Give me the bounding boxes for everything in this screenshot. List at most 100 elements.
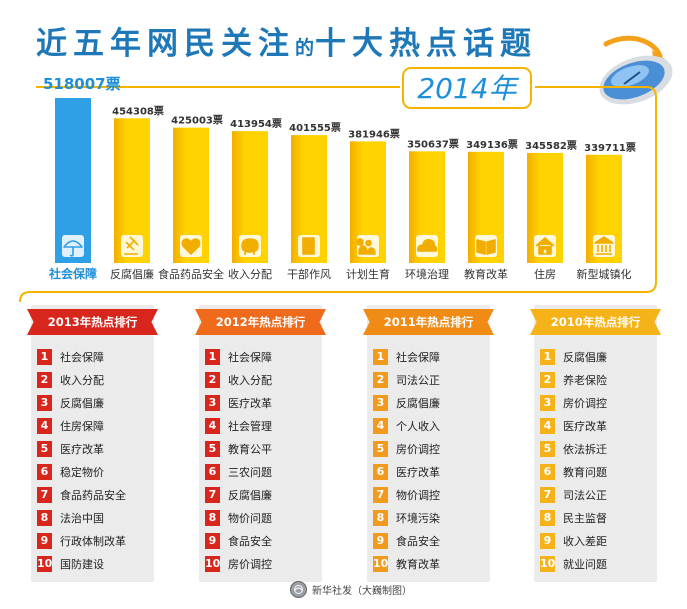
category-label: 收入分配 <box>228 267 272 281</box>
value-label: 339711票 <box>584 142 636 154</box>
list-item: 2 司法公正 <box>373 368 487 391</box>
rank-topic: 个人收入 <box>396 419 440 433</box>
rank-topic: 物价调控 <box>396 488 440 502</box>
list-item: 8 民主监督 <box>540 506 654 529</box>
value-label: 413954票 <box>230 118 282 130</box>
value-label: 425003票 <box>171 115 223 127</box>
rank-number-badge: 9 <box>540 532 555 549</box>
list-item: 4 社会管理 <box>205 414 319 437</box>
category-label: 社会保障 <box>48 266 97 281</box>
heart-medicine-icon <box>181 238 201 255</box>
rank-topic: 司法公正 <box>396 373 440 387</box>
list-item: 9 收入差距 <box>540 529 654 552</box>
family-icon <box>356 238 376 255</box>
rank-topic: 环境污染 <box>396 511 440 525</box>
rank-number-badge: 7 <box>205 486 220 503</box>
rank-number-badge: 6 <box>373 463 388 480</box>
list-item: 8 法治中国 <box>37 506 151 529</box>
list-item: 7 反腐倡廉 <box>205 483 319 506</box>
ranking-panel-3: 2010年热点排行 1 反腐倡廉 2 养老保险 3 房价调控 4 医疗改革 5 依法拆迁 6 教育问题 7… <box>530 305 661 582</box>
rank-number-badge: 3 <box>540 394 555 411</box>
rank-topic: 教育问题 <box>563 465 607 479</box>
rank-topic: 食品安全 <box>228 534 272 548</box>
rank-number-badge: 7 <box>37 486 52 503</box>
rank-topic: 医疗改革 <box>396 465 440 479</box>
icon-badge <box>62 235 84 257</box>
rank-number-badge: 2 <box>540 371 555 388</box>
rank-number-badge: 2 <box>373 371 388 388</box>
rank-number-badge: 2 <box>205 371 220 388</box>
ranking-panel-title: 2012年热点排行 <box>195 309 326 335</box>
rank-topic: 民主监督 <box>563 511 607 525</box>
list-item: 6 教育问题 <box>540 460 654 483</box>
list-item: 3 反腐倡廉 <box>37 391 151 414</box>
rank-topic: 医疗改革 <box>228 396 272 410</box>
rank-topic: 社会保障 <box>396 350 440 364</box>
rank-number-badge: 6 <box>540 463 555 480</box>
rank-topic: 食品药品安全 <box>60 488 126 502</box>
rank-topic: 食品安全 <box>396 534 440 548</box>
rank-topic: 稳定物价 <box>60 465 104 479</box>
rank-topic: 反腐倡廉 <box>563 350 607 364</box>
rank-topic: 养老保险 <box>563 373 607 387</box>
rank-topic: 社会管理 <box>228 419 272 433</box>
category-label: 环境治理 <box>405 267 449 281</box>
list-item: 10 房价调控 <box>205 552 319 575</box>
rank-topic: 社会保障 <box>228 350 272 364</box>
list-item: 4 个人收入 <box>373 414 487 437</box>
list-item: 10 就业问题 <box>540 552 654 575</box>
rank-topic: 收入差距 <box>563 534 607 548</box>
year-label-box <box>402 67 532 109</box>
list-item: 2 收入分配 <box>205 368 319 391</box>
rank-topic: 医疗改革 <box>60 442 104 456</box>
bank-building-icon <box>594 236 614 255</box>
category-label: 新型城镇化 <box>577 267 632 281</box>
rank-number-badge: 9 <box>37 532 52 549</box>
rank-number-badge: 3 <box>205 394 220 411</box>
list-item: 2 养老保险 <box>540 368 654 391</box>
ranking-panel-0: 2013年热点排行 1 社会保障 2 收入分配 3 反腐倡廉 4 住房保障 5 医疗改革 6 稳定物价 7… <box>27 305 158 582</box>
list-item: 3 反腐倡廉 <box>373 391 487 414</box>
rank-topic: 收入分配 <box>228 373 272 387</box>
rank-number-badge: 10 <box>540 555 556 572</box>
rank-number-badge: 8 <box>205 509 220 526</box>
rank-number-badge: 5 <box>37 440 52 457</box>
ranking-list: 1 社会保障 2 司法公正 3 反腐倡廉 4 个人收入 5 房价调控 6 医疗改革 7 物价调控 8 环境污染… <box>373 345 487 575</box>
footer-credit-text: 新华社发（大巍制图） <box>312 586 412 597</box>
rank-number-badge: 6 <box>37 463 52 480</box>
rank-topic: 收入分配 <box>60 373 104 387</box>
list-item: 9 食品安全 <box>205 529 319 552</box>
rank-number-badge: 7 <box>373 486 388 503</box>
rank-number-badge: 1 <box>373 348 388 365</box>
ranking-panel-title: 2010年热点排行 <box>530 309 661 335</box>
list-item: 2 收入分配 <box>37 368 151 391</box>
rank-number-badge: 9 <box>205 532 220 549</box>
value-label: 401555票 <box>289 122 341 134</box>
rank-number-badge: 5 <box>205 440 220 457</box>
ranking-list: 1 社会保障 2 收入分配 3 反腐倡廉 4 住房保障 5 医疗改革 6 稳定物价 7 食品药品安全 8 法治… <box>37 345 151 575</box>
rank-topic: 依法拆迁 <box>563 442 607 456</box>
list-item: 1 社会保障 <box>37 345 151 368</box>
rank-number-badge: 5 <box>540 440 555 457</box>
rank-topic: 教育公平 <box>228 442 272 456</box>
rank-number-badge: 1 <box>205 348 220 365</box>
list-item: 3 医疗改革 <box>205 391 319 414</box>
rank-number-badge: 8 <box>373 509 388 526</box>
rank-topic: 教育改革 <box>396 557 440 571</box>
ranking-panel-title: 2013年热点排行 <box>27 309 158 335</box>
gavel-icon <box>124 236 139 255</box>
list-item: 7 食品药品安全 <box>37 483 151 506</box>
rank-topic: 社会保障 <box>60 350 104 364</box>
list-item: 5 医疗改革 <box>37 437 151 460</box>
rank-topic: 医疗改革 <box>563 419 607 433</box>
footer-credit: 新华社发（大巍制图） <box>290 581 412 598</box>
list-item: 3 房价调控 <box>540 391 654 414</box>
book-icon <box>476 239 496 255</box>
rank-number-badge: 8 <box>540 509 555 526</box>
house-icon <box>535 237 555 255</box>
rank-topic: 法治中国 <box>60 511 104 525</box>
rank-number-badge: 4 <box>205 417 220 434</box>
rank-topic: 房价调控 <box>396 442 440 456</box>
rank-number-badge: 10 <box>205 555 221 572</box>
list-item: 10 国防建设 <box>37 552 151 575</box>
